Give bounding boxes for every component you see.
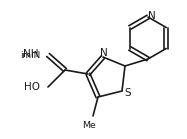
Text: N: N: [100, 48, 108, 58]
Text: N: N: [148, 11, 156, 21]
Text: Me: Me: [82, 121, 96, 130]
Text: HO: HO: [24, 82, 40, 92]
Text: NH: NH: [24, 49, 39, 59]
Text: imiN: imiN: [20, 50, 40, 59]
Text: S: S: [125, 88, 131, 98]
